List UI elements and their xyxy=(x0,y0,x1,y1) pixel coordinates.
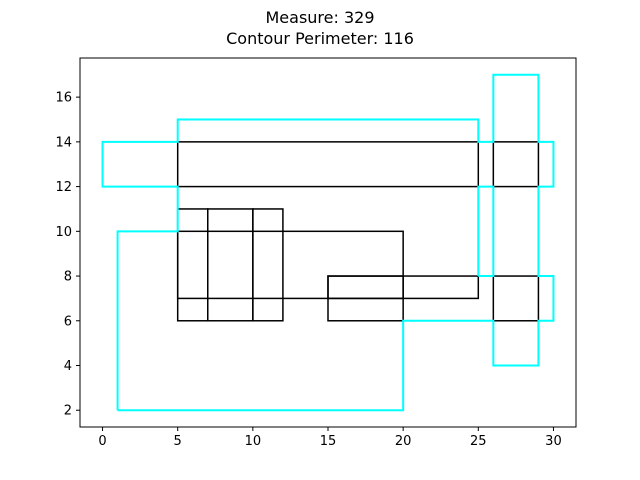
x-tick-label-10: 10 xyxy=(245,434,262,449)
y-tick-label-16: 16 xyxy=(55,91,72,106)
rectangle-2 xyxy=(492,141,540,188)
y-tick-label-14: 14 xyxy=(55,135,72,150)
rectangle-8 xyxy=(327,275,480,300)
x-tick-label-20: 20 xyxy=(395,434,412,449)
chart-title-measure: Measure: 329 xyxy=(265,8,374,27)
y-axis-ticks: 2 4 6 8 10 12 14 16 xyxy=(55,91,80,419)
rectangle-9 xyxy=(492,275,540,322)
y-tick-label-6: 6 xyxy=(64,314,72,329)
rectangle-5 xyxy=(252,208,284,322)
x-axis-ticks: 0 5 10 15 20 25 30 xyxy=(98,427,562,449)
y-tick-label-4: 4 xyxy=(64,359,72,374)
contour-1 xyxy=(101,73,555,412)
x-tick-label-5: 5 xyxy=(174,434,182,449)
y-tick-label-12: 12 xyxy=(55,180,72,195)
contour-layer xyxy=(101,73,555,412)
chart-title-perimeter: Contour Perimeter: 116 xyxy=(226,29,414,48)
rectangle-1 xyxy=(176,141,480,188)
x-tick-label-30: 30 xyxy=(545,434,562,449)
rectangle-6 xyxy=(176,230,404,300)
x-tick-label-0: 0 xyxy=(98,434,106,449)
x-tick-label-25: 25 xyxy=(470,434,487,449)
plot-area: 0 5 10 15 20 25 30 2 4 6 8 10 12 14 16 xyxy=(55,57,577,449)
x-tick-label-15: 15 xyxy=(320,434,337,449)
y-tick-label-10: 10 xyxy=(55,225,72,240)
y-tick-label-2: 2 xyxy=(64,404,72,419)
contour-2 xyxy=(477,185,495,278)
rectangles-layer xyxy=(176,141,540,322)
y-tick-label-8: 8 xyxy=(64,270,72,285)
